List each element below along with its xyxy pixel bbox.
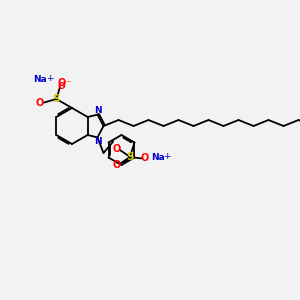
Text: O: O <box>112 144 121 154</box>
Text: N: N <box>94 137 102 146</box>
Text: N: N <box>94 106 102 115</box>
Text: +: + <box>46 74 53 82</box>
Text: O: O <box>58 78 66 88</box>
Text: Na: Na <box>33 75 47 84</box>
Text: O: O <box>58 82 65 91</box>
Text: O: O <box>112 160 121 170</box>
Text: S: S <box>53 94 60 104</box>
Text: ⁻: ⁻ <box>65 79 70 89</box>
Text: Na: Na <box>151 153 165 162</box>
Text: +: + <box>163 152 171 161</box>
Text: S: S <box>126 152 134 162</box>
Text: O: O <box>36 98 44 108</box>
Text: O: O <box>141 153 149 164</box>
